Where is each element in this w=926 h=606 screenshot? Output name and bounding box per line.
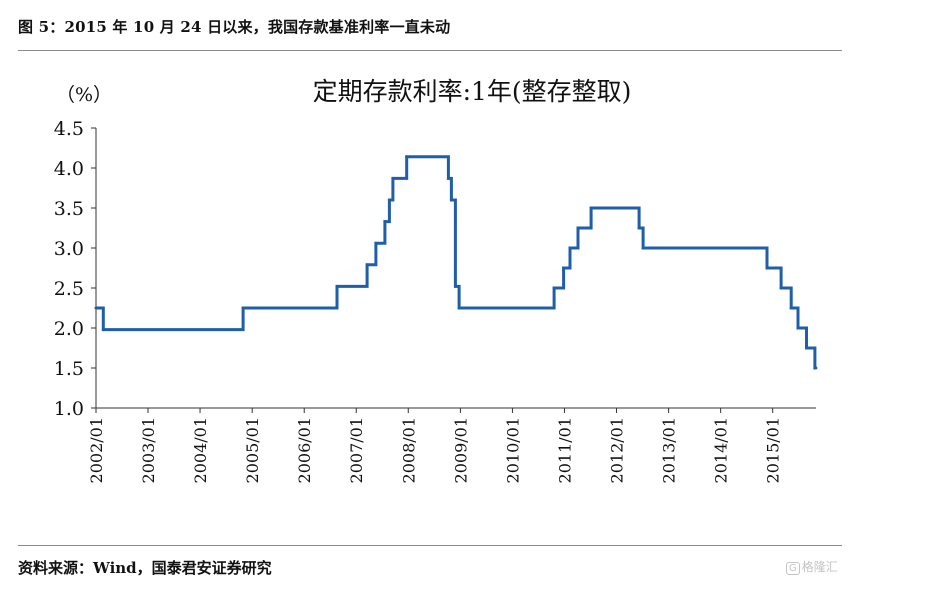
series-point (789, 306, 793, 310)
x-tick-label: 2012/01 (607, 417, 626, 483)
series-point (94, 306, 98, 310)
series-point (779, 286, 783, 290)
x-tick-label: 2007/01 (347, 417, 366, 483)
chart-title: 定期存款利率:1年(整存整取) (313, 77, 632, 106)
x-tick-label: 2008/01 (399, 417, 418, 483)
x-tick-label: 2009/01 (451, 417, 470, 483)
series-point (641, 246, 645, 250)
series-point (405, 155, 409, 159)
figure-title: 图 5：2015 年 10 月 24 日以来，我国存款基准利率一直未动 (18, 18, 451, 36)
bottom-divider (18, 545, 842, 546)
y-tick-label: 2.5 (54, 278, 84, 300)
series-point (387, 198, 391, 202)
top-divider (18, 50, 842, 51)
series-point (335, 284, 339, 288)
series-point (453, 284, 457, 288)
series-point (446, 176, 450, 180)
series-group (94, 155, 818, 370)
x-tick-label: 2010/01 (503, 417, 522, 483)
y-unit-label: （%） (56, 84, 112, 106)
chart-area: 定期存款利率:1年(整存整取) （%） 1.0 1.5 2.0 2.5 3.0 3.5 4.… (54, 77, 818, 483)
source-note: 资料来源：Wind，国泰君安证券研究 (18, 559, 272, 577)
x-axis-ticks: 2002/01 2003/01 2004/01 2005/01 2006/01 2007/… (87, 408, 783, 483)
x-tick-label: 2014/01 (712, 417, 731, 483)
series-point (457, 306, 461, 310)
x-tick-label: 2003/01 (139, 417, 158, 483)
watermark-text: 格隆汇 (801, 560, 838, 574)
series-point (576, 226, 580, 230)
x-tick-label: 2006/01 (295, 417, 314, 483)
series-point (562, 266, 566, 270)
series-point (383, 220, 387, 224)
x-tick-label: 2004/01 (191, 417, 210, 483)
series-point (814, 366, 818, 370)
series-point (552, 286, 556, 290)
x-tick-label: 2005/01 (243, 417, 262, 483)
watermark: G 格隆汇 (786, 558, 838, 575)
y-tick-label: 3.0 (54, 238, 84, 260)
series-point (241, 306, 245, 310)
y-axis-ticks: 1.0 1.5 2.0 2.5 3.0 3.5 4.0 4.5 (54, 118, 96, 420)
y-tick-label: 4.0 (54, 158, 84, 180)
axes (95, 128, 816, 409)
series-point (805, 346, 808, 350)
y-tick-label: 3.5 (54, 198, 84, 220)
y-tick-label: 1.5 (54, 358, 84, 380)
series-point (449, 198, 453, 202)
series-point (589, 206, 593, 210)
series-point (568, 246, 572, 250)
y-tick-label: 1.0 (54, 398, 84, 420)
series-line-0 (96, 155, 817, 370)
series-point (101, 328, 105, 332)
series-point (374, 241, 378, 245)
series-point (391, 176, 395, 180)
series-point (765, 266, 769, 270)
x-tick-label: 2002/01 (87, 417, 106, 483)
series-point (796, 326, 800, 330)
y-tick-label: 2.0 (54, 318, 84, 340)
series-point (365, 263, 369, 267)
x-tick-label: 2013/01 (660, 417, 679, 483)
series-point (637, 226, 641, 230)
watermark-logo-icon: G (786, 562, 800, 575)
x-tick-label: 2011/01 (555, 417, 574, 483)
x-tick-label: 2015/01 (764, 417, 783, 483)
y-tick-label: 4.5 (54, 118, 84, 140)
